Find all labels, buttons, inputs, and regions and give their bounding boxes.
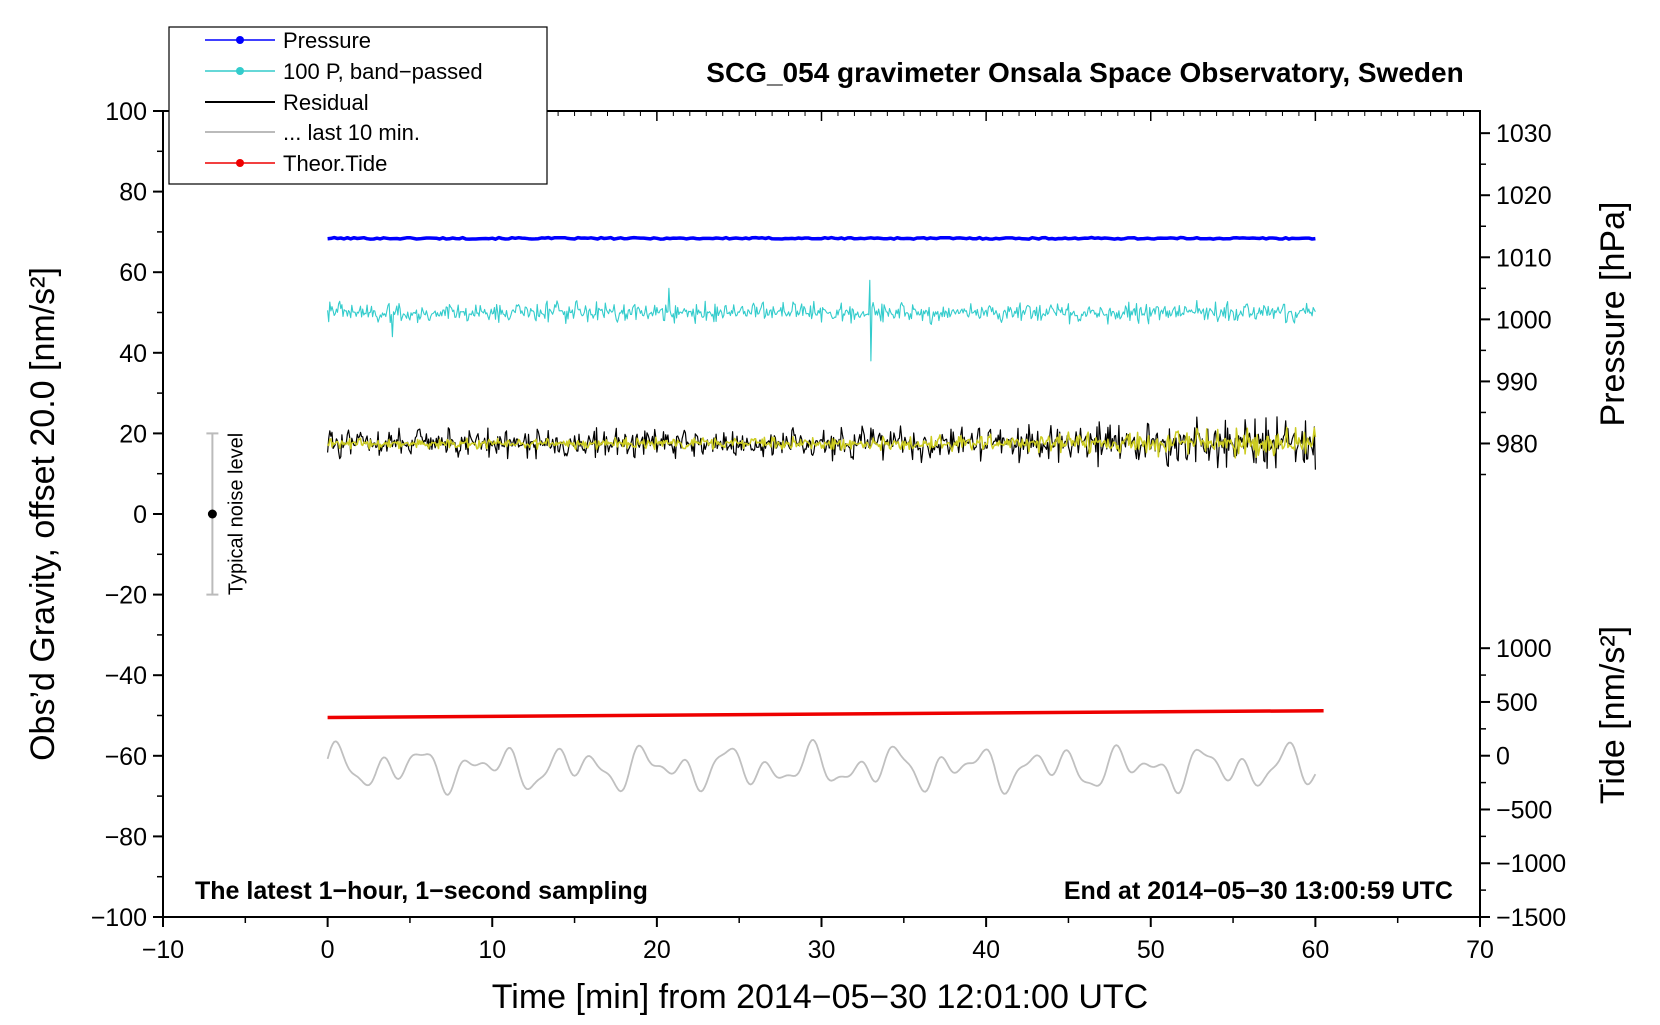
pressure-tick-label-2: 1000	[1496, 306, 1552, 334]
legend: Pressure 100 P, band−passed Residual ...…	[168, 26, 548, 185]
y-tick-label-8: 60	[119, 259, 147, 287]
chart-title: SCG_054 gravimeter Onsala Space Observat…	[706, 57, 1463, 88]
tide-tick-label-4: 500	[1496, 689, 1538, 717]
legend-item-last-10-min: ... last 10 min.	[205, 120, 420, 145]
y-axis-title-pressure: Pressure [hPa]	[1594, 202, 1632, 427]
annotation-latest-hour: The latest 1−hour, 1−second sampling	[195, 877, 648, 905]
series-residual-overlay	[326, 426, 1317, 459]
x-tick-label-2: 10	[478, 936, 506, 964]
legend-label-pressure: Pressure	[283, 28, 371, 53]
legend-label-theor-tide: Theor.Tide	[283, 151, 387, 176]
legend-item-theor-tide: Theor.Tide	[205, 151, 387, 176]
tide-tick-label-5: 1000	[1496, 635, 1552, 663]
x-tick-label-3: 20	[643, 936, 671, 964]
legend-marker-pressure	[236, 36, 244, 44]
y-tick-label-5: 0	[133, 501, 147, 529]
y-tick-label-10: 100	[105, 98, 147, 126]
legend-item-band-passed: 100 P, band−passed	[205, 59, 483, 84]
pressure-tick-label-4: 1020	[1496, 182, 1552, 210]
x-tick-label-8: 70	[1466, 936, 1494, 964]
legend-item-pressure: Pressure	[205, 28, 371, 53]
y-tick-label-3: −40	[105, 662, 147, 690]
legend-label-residual: Residual	[283, 90, 369, 115]
legend-label-last-10-min: ... last 10 min.	[283, 120, 420, 145]
legend-marker-theor-tide	[236, 159, 244, 167]
y-axis-title-left: Obs’d Gravity, offset 20.0 [nm/s²]	[24, 267, 62, 761]
pressure-tick-label-0: 980	[1496, 430, 1538, 458]
y-tick-label-1: −80	[105, 823, 147, 851]
y-tick-label-2: −60	[105, 743, 147, 771]
y-axis-title-tide: Tide [nm/s²]	[1594, 626, 1632, 804]
annotation-end-time: End at 2014−05−30 13:00:59 UTC	[1064, 877, 1453, 905]
legend-marker-band-passed	[236, 67, 244, 75]
series-last-10-min	[326, 739, 1317, 796]
tide-tick-label-1: −1000	[1496, 850, 1566, 878]
legend-label-band-passed: 100 P, band−passed	[283, 59, 483, 84]
x-tick-label-7: 60	[1301, 936, 1329, 964]
axes-layer: −10 0 10 20 30 40 50 60 70−100−80−60−40−20020406…	[91, 98, 1567, 964]
x-tick-label-5: 40	[972, 936, 1000, 964]
x-tick-label-0: −10	[142, 936, 184, 964]
noise-level-indicator: Typical noise level	[206, 432, 247, 596]
x-axis-title: Time [min] from 2014−05−30 12:01:00 UTC	[492, 978, 1148, 1016]
tide-tick-label-2: −500	[1496, 796, 1552, 824]
pressure-tick-label-5: 1030	[1496, 120, 1552, 148]
legend-item-residual: Residual	[205, 90, 369, 115]
series-band-passed	[327, 279, 1316, 362]
series-theor-tide	[327, 708, 1324, 720]
y-tick-label-7: 40	[119, 340, 147, 368]
tide-tick-label-0: −1500	[1496, 904, 1566, 932]
series-residual	[327, 416, 1316, 470]
y-tick-label-9: 80	[119, 179, 147, 207]
y-tick-label-4: −20	[105, 582, 147, 610]
tide-tick-label-3: 0	[1496, 743, 1510, 771]
x-tick-label-6: 50	[1137, 936, 1165, 964]
x-tick-label-1: 0	[321, 936, 335, 964]
series-layer	[326, 235, 1324, 796]
y-tick-label-0: −100	[91, 904, 147, 932]
pressure-tick-label-3: 1010	[1496, 244, 1552, 272]
series-pressure	[327, 235, 1316, 241]
x-tick-label-4: 30	[808, 936, 836, 964]
y-tick-label-6: 20	[119, 420, 147, 448]
pressure-tick-label-1: 990	[1496, 368, 1538, 396]
noise-bar-center-dot	[207, 509, 217, 519]
legend-box	[168, 26, 548, 185]
plot-frame	[162, 110, 1481, 918]
noise-level-label: Typical noise level	[225, 433, 247, 595]
